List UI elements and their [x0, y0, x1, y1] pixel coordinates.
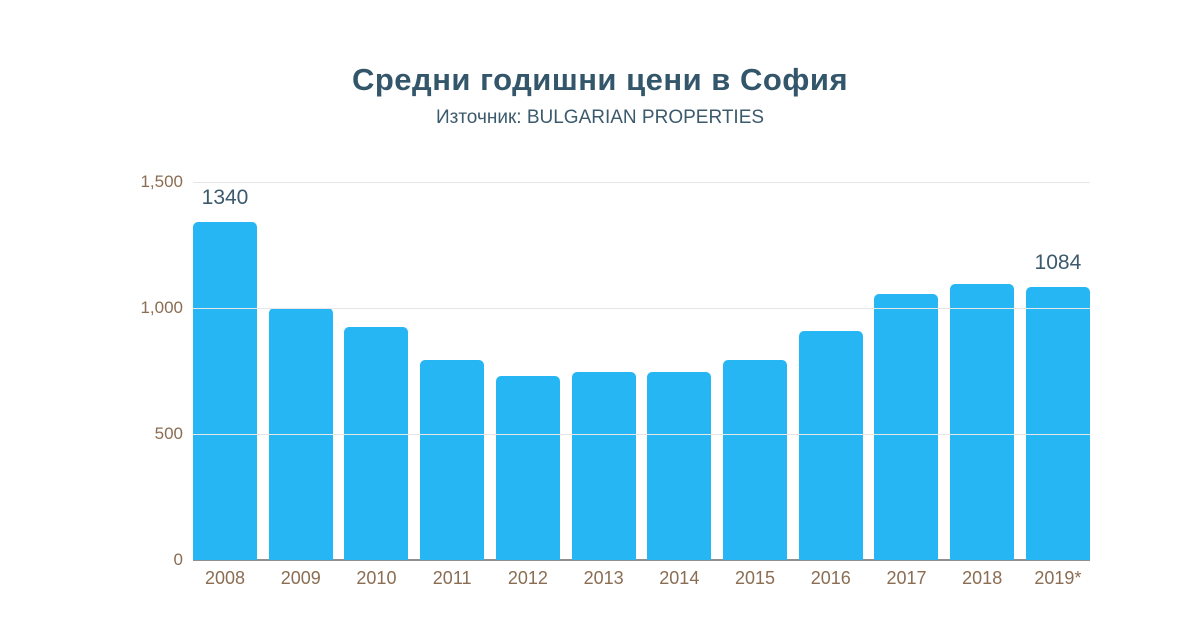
bar [950, 284, 1015, 560]
x-axis-tick-label: 2010 [356, 568, 397, 588]
bar [647, 372, 712, 560]
x-axis-tick-label: 2009 [280, 568, 321, 588]
y-axis-tick-label: 500 [154, 424, 183, 443]
bar [798, 331, 863, 560]
bar [495, 376, 560, 560]
x-axis-tick-label: 2013 [583, 568, 624, 588]
bar-value-label: 1340 [201, 186, 249, 209]
x-axis-tick-label: 2015 [735, 568, 776, 588]
bar-slot: 2012 [495, 182, 560, 588]
gridline [193, 434, 1090, 435]
bar-slot: 2015 [723, 182, 788, 588]
y-axis-tick-label: 1,500 [140, 172, 183, 191]
x-axis-tick-label: 2019* [1034, 568, 1082, 588]
y-axis-tick-label: 1,000 [140, 298, 183, 317]
plot-area: 1340 2008 2009 2010 2011 2012 2013 2014 2015 2016… [140, 172, 1090, 588]
bar-value-label: 1084 [1034, 251, 1082, 274]
x-axis-tick-label: 2014 [659, 568, 700, 588]
x-axis-tick-label: 2016 [810, 568, 851, 588]
y-axis-tick-label: 0 [173, 550, 183, 569]
chart-title: Средни годишни цени в София [351, 62, 849, 97]
x-axis-tick-label: 2011 [432, 568, 472, 588]
bar-slot: 2017 [874, 182, 939, 588]
x-axis-tick-label: 2018 [962, 568, 1003, 588]
bars-container: 1340 2008 2009 2010 2011 2012 2013 2014 2015 2016… [193, 182, 1090, 588]
bar-slot: 2010 [344, 182, 409, 588]
bar-slot: 2014 [647, 182, 712, 588]
bar [420, 360, 485, 560]
x-axis-tick-label: 2008 [204, 568, 246, 588]
bar-slot: 1084 2019* [1025, 182, 1090, 588]
bar [571, 372, 636, 560]
gridline [193, 182, 1090, 183]
chart-subtitle: Източник: BULGARIAN PROPERTIES [435, 107, 765, 128]
bar-slot: 2009 [268, 182, 333, 588]
bar [723, 360, 788, 560]
bar [344, 327, 409, 560]
x-axis-tick-label: 2012 [507, 568, 548, 588]
bar [1025, 287, 1090, 560]
x-axis-line [193, 559, 1090, 561]
bar-slot: 2011 [420, 182, 485, 588]
bar [874, 294, 939, 560]
bar-slot: 2013 [571, 182, 636, 588]
bar-slot: 2016 [798, 182, 863, 588]
gridline [193, 308, 1090, 309]
bar [193, 222, 257, 560]
x-axis-tick-label: 2017 [886, 568, 927, 588]
bar-slot: 2018 [950, 182, 1015, 588]
bar-slot: 1340 2008 [193, 182, 257, 588]
